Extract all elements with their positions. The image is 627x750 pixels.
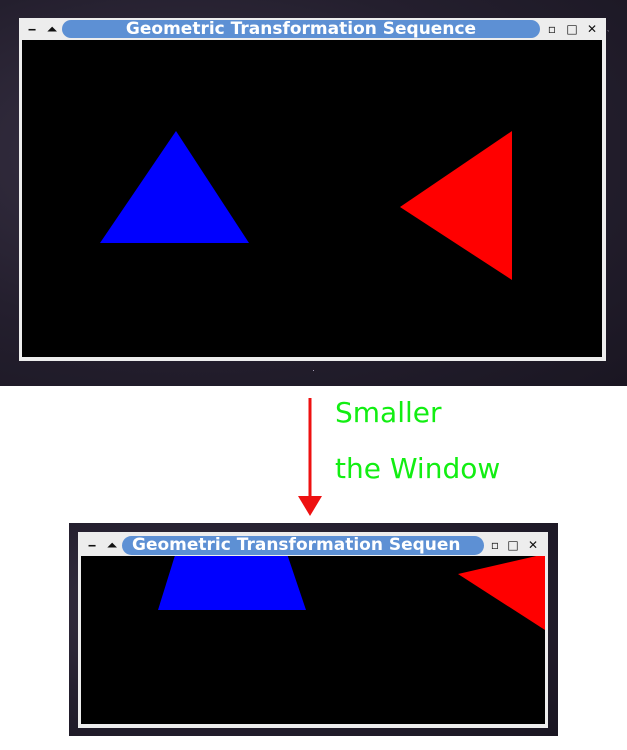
minimize-button[interactable]: ‒	[27, 22, 37, 36]
close-button[interactable]: ✕	[586, 22, 598, 36]
window-title: Geometric Transformation Sequen	[122, 536, 484, 555]
annotation-line-1: Smaller	[335, 396, 442, 429]
red-triangle	[400, 131, 512, 280]
window-title: Geometric Transformation Sequence	[62, 20, 540, 38]
window-titlebar[interactable]: ‒ ⏶ Geometric Transformation Sequen ▫ □ …	[78, 532, 548, 556]
down-arrow-icon	[298, 398, 322, 516]
red-triangle	[458, 556, 545, 630]
drawing-canvas	[81, 556, 545, 724]
app-window-resized: ‒ ⏶ Geometric Transformation Sequen ▫ □ …	[78, 532, 548, 728]
drawing-canvas	[22, 40, 602, 357]
maximize-button[interactable]: □	[507, 538, 519, 552]
window-titlebar[interactable]: ‒ ⏶ Geometric Transformation Sequence ▫ …	[19, 18, 606, 40]
shapes-layer	[158, 556, 545, 630]
shade-button[interactable]: ⏶	[47, 22, 57, 36]
maximize-button[interactable]: □	[566, 22, 578, 36]
annotation-line-2: the Window	[335, 452, 501, 485]
close-button[interactable]: ✕	[527, 538, 539, 552]
shade-button[interactable]: ⏶	[107, 538, 117, 552]
window-menu-button[interactable]: ▫	[547, 22, 557, 36]
shapes-layer	[100, 131, 512, 280]
app-window-original: ‒ ⏶ Geometric Transformation Sequence ▫ …	[19, 18, 606, 361]
window-menu-button[interactable]: ▫	[490, 538, 500, 552]
blue-triangle	[100, 131, 249, 243]
minimize-button[interactable]: ‒	[87, 538, 97, 552]
blue-triangle	[158, 556, 306, 610]
